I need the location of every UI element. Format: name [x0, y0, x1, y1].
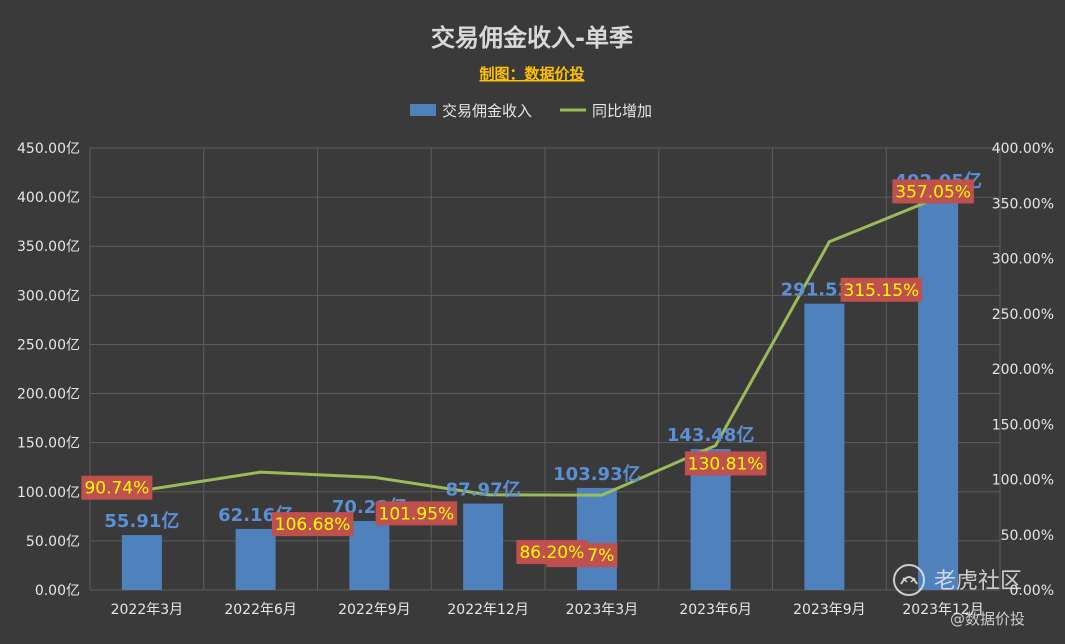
- y-axis-left: 0.00亿 50.00亿 100.00亿 150.00亿 200.00亿 250.00亿 3…: [17, 141, 80, 599]
- y-left-tick-label: 50.00亿: [26, 534, 80, 550]
- x-tick-label: 2022年6月: [224, 602, 297, 618]
- watermark-brand: 老虎社区: [934, 569, 1022, 594]
- x-tick-label: 2023年6月: [679, 602, 752, 618]
- line-point: [486, 493, 490, 497]
- line-point: [372, 475, 376, 479]
- legend-swatch-bar: [410, 104, 436, 116]
- bar: [121, 535, 162, 590]
- x-tick-label: 2023年9月: [793, 602, 866, 618]
- watermark: 老虎社区 @数据价投: [893, 564, 1025, 628]
- line-value-box: [840, 277, 923, 302]
- line-point: [827, 240, 831, 244]
- bar: [235, 528, 276, 590]
- y-right-tick-label: 300.00%: [992, 252, 1054, 268]
- y-right-tick-label: 250.00%: [992, 307, 1054, 323]
- y-left-tick-label: 300.00亿: [17, 288, 80, 304]
- line-point: [600, 493, 604, 497]
- y-left-tick-label: 450.00亿: [17, 141, 80, 157]
- line-value-label: 315.15%: [844, 281, 920, 301]
- bar: [804, 303, 845, 590]
- bar-value-label: 143.48亿: [667, 424, 754, 446]
- line-value-label: 357.05%: [895, 182, 971, 202]
- y-right-tick-label: 200.00%: [992, 362, 1054, 378]
- line-value-box: [684, 451, 767, 476]
- line-labels: 90.74%106.68%101.95%85.87%130.81%315.15%…: [81, 179, 974, 568]
- bar-value-label: 103.93亿: [553, 463, 640, 485]
- y-right-tick-label: 150.00%: [992, 417, 1054, 433]
- x-tick-label: 2022年12月: [447, 602, 528, 618]
- x-tick-label: 2023年12月: [902, 602, 983, 618]
- x-axis: 2022年3月 2022年6月 2022年9月 2022年12月 2023年3月 2023…: [111, 602, 984, 618]
- chart-subtitle: 制图：数据价投: [479, 65, 584, 83]
- legend: 交易佣金收入 同比增加: [410, 102, 652, 120]
- bar-value-label: 55.91亿: [104, 510, 179, 532]
- line-point: [714, 443, 718, 447]
- y-axis-right: 0.00% 50.00% 100.00% 150.00% 200.00% 250.00% 3…: [992, 141, 1054, 599]
- y-right-tick-label: 100.00%: [992, 473, 1054, 489]
- line-path: [146, 194, 944, 497]
- bar-series: [121, 195, 959, 591]
- line-value-label: 86.20%: [519, 543, 584, 563]
- y-right-tick-label: 400.00%: [992, 141, 1054, 157]
- x-tick-label: 2023年3月: [566, 602, 639, 618]
- x-tick-label: 2022年3月: [111, 602, 184, 618]
- tiger-logo-icon: [893, 564, 925, 596]
- legend-label-bar: 交易佣金收入: [442, 102, 532, 120]
- bar: [918, 195, 959, 591]
- bar-value-label: 87.97亿: [446, 479, 521, 501]
- y-left-tick-label: 200.00亿: [17, 387, 80, 403]
- y-right-tick-label: 0.00%: [1010, 583, 1054, 599]
- y-left-tick-label: 250.00亿: [17, 337, 80, 353]
- y-right-tick-label: 50.00%: [1001, 528, 1054, 544]
- chart-title: 交易佣金收入-单季: [431, 24, 633, 52]
- y-left-tick-label: 0.00亿: [35, 583, 80, 599]
- bar: [349, 521, 390, 590]
- line-value-box: [271, 512, 354, 537]
- bar: [576, 487, 617, 590]
- y-right-tick-label: 350.00%: [992, 196, 1054, 212]
- line-value-label: 101.95%: [379, 504, 455, 524]
- y-left-tick-label: 150.00亿: [17, 436, 80, 452]
- y-left-tick-label: 100.00亿: [17, 485, 80, 501]
- watermark-author: @数据价投: [950, 610, 1025, 628]
- y-left-tick-label: 350.00亿: [17, 239, 80, 255]
- line-value-label: 106.68%: [275, 515, 351, 535]
- line-value-box: [81, 475, 153, 500]
- line-value-box: [892, 179, 974, 204]
- line-point: [259, 470, 263, 474]
- y-left-tick-label: 400.00亿: [17, 190, 80, 206]
- legend-label-line: 同比增加: [592, 102, 652, 120]
- line-value-label: 90.74%: [84, 479, 149, 499]
- bar: [463, 503, 504, 590]
- line-value-box: [516, 540, 588, 564]
- line-value-label: 130.81%: [688, 454, 764, 474]
- line-value-box: [375, 501, 458, 526]
- x-tick-label: 2022年9月: [338, 602, 411, 618]
